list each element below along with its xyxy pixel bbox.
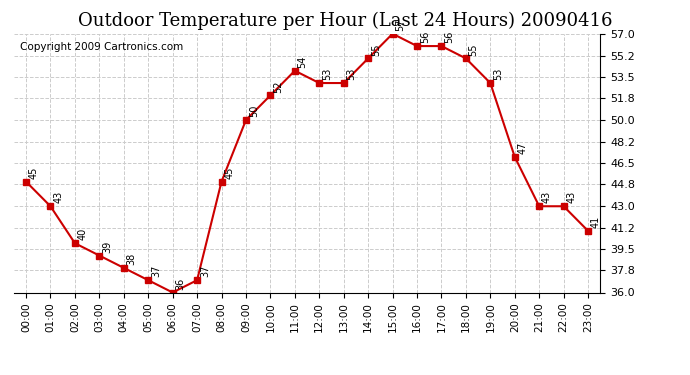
Text: 41: 41 (591, 216, 601, 228)
Text: 43: 43 (542, 191, 552, 204)
Text: 36: 36 (175, 278, 186, 290)
Text: 37: 37 (200, 265, 210, 278)
Text: Copyright 2009 Cartronics.com: Copyright 2009 Cartronics.com (19, 42, 183, 51)
Text: 50: 50 (248, 105, 259, 117)
Text: 54: 54 (297, 56, 308, 68)
Text: 56: 56 (444, 31, 454, 43)
Text: 53: 53 (322, 68, 332, 80)
Text: 40: 40 (78, 228, 88, 240)
Text: 37: 37 (151, 265, 161, 278)
Text: 55: 55 (469, 43, 479, 55)
Text: 52: 52 (273, 80, 283, 93)
Text: 45: 45 (224, 166, 235, 179)
Text: 43: 43 (566, 191, 576, 204)
Text: Outdoor Temperature per Hour (Last 24 Hours) 20090416: Outdoor Temperature per Hour (Last 24 Ho… (78, 11, 612, 30)
Text: 47: 47 (518, 142, 528, 154)
Text: 57: 57 (395, 18, 405, 31)
Text: 53: 53 (346, 68, 357, 80)
Text: 56: 56 (420, 31, 430, 43)
Text: 45: 45 (29, 166, 39, 179)
Text: 43: 43 (53, 191, 63, 204)
Text: 53: 53 (493, 68, 503, 80)
Text: 39: 39 (102, 240, 112, 253)
Text: 38: 38 (126, 253, 137, 265)
Text: 55: 55 (371, 43, 381, 55)
